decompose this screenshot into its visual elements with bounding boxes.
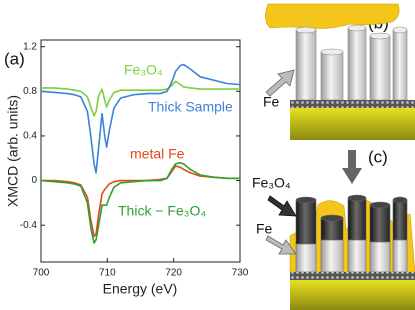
legend-label: metal Fe [130, 146, 185, 162]
series-line [40, 63, 241, 174]
y-tick-label: -0.4 [20, 220, 38, 231]
oxide-layer [265, 3, 400, 29]
plot-frame [40, 39, 241, 263]
arrow [265, 69, 295, 97]
buffer-layer [290, 100, 415, 108]
y-tick-label: 1.2 [23, 41, 37, 52]
panel-b: (b) Fe [263, 3, 415, 140]
pillars [295, 194, 408, 273]
arrow [342, 150, 362, 184]
pillars [295, 24, 408, 101]
panel-label: (a) [4, 49, 25, 68]
arrow [265, 235, 297, 255]
substrate [290, 108, 415, 140]
x-axis-label: Energy (eV) [103, 281, 178, 297]
legend-label: Thick Sample [148, 99, 233, 115]
substrate [290, 280, 415, 310]
x-tick-label: 730 [232, 268, 249, 279]
panel-c: (c) Fe₃O₄ Fe [252, 147, 415, 310]
y-axis-label: XMCD (arb. units) [5, 95, 21, 207]
y-tick-label: 0.8 [23, 86, 37, 97]
legend-label: Fe₃O₄ [124, 62, 163, 78]
series-line [40, 161, 240, 244]
oxide-label: Fe₃O₄ [252, 175, 291, 191]
series-line [41, 80, 240, 117]
fe-label: Fe [263, 94, 280, 110]
y-tick-label: 0 [31, 175, 37, 186]
legend-label: Thick − Fe₃O₄ [118, 203, 206, 219]
panel-label: (c) [368, 147, 388, 166]
x-tick-label: 710 [99, 268, 116, 279]
y-tick-label: 0.4 [23, 131, 37, 142]
x-tick-label: 720 [165, 268, 182, 279]
plot: -0.4 0 0.4 0.8 1.2 700 710 720 730 Fe₃O₄ Thick Sam… [20, 41, 249, 278]
fe-label: Fe [256, 221, 273, 237]
series-line [41, 165, 240, 238]
arrow [267, 195, 297, 217]
x-tick-label: 700 [33, 268, 50, 279]
buffer-layer [290, 272, 415, 280]
